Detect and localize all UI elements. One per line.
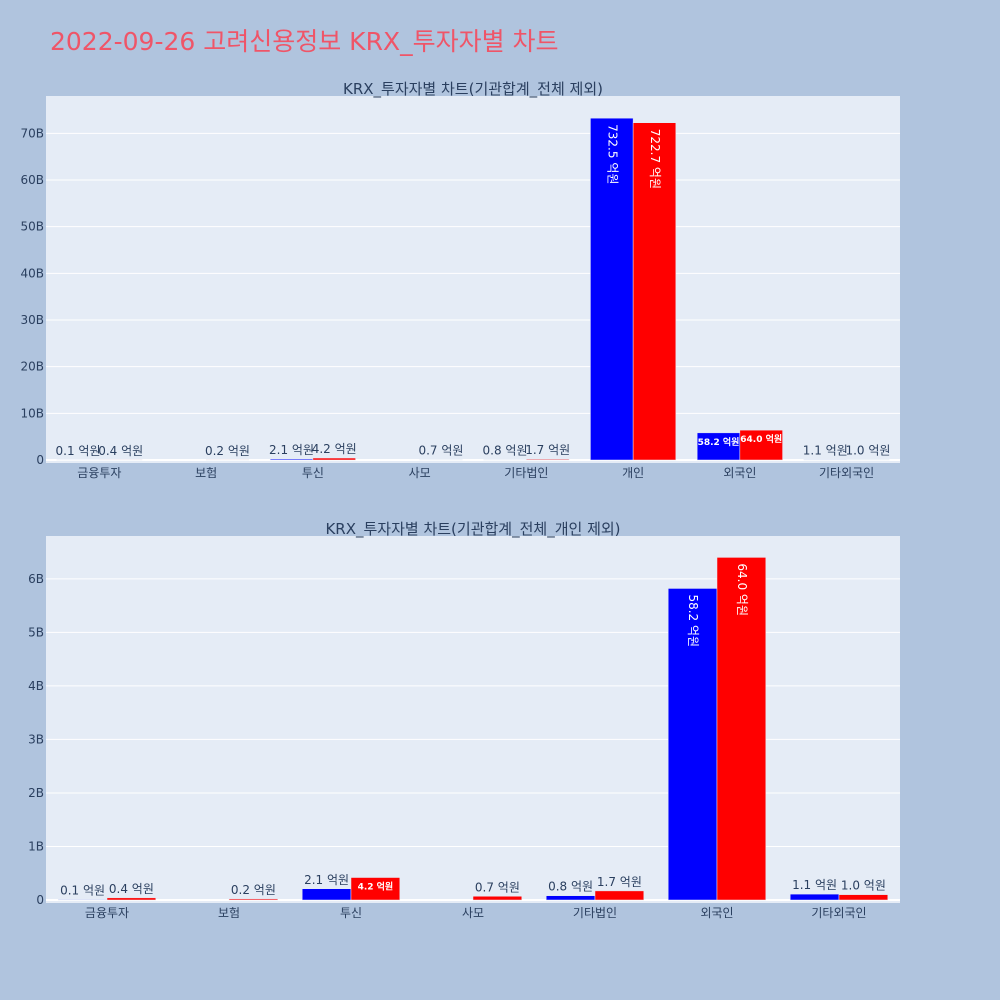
plot-background <box>46 96 900 463</box>
y-tick-label: 30B <box>20 313 44 327</box>
y-tick-label: 4B <box>28 679 44 693</box>
data-label: 0.8 억원 <box>548 880 593 894</box>
data-label: 0.7 억원 <box>475 880 520 894</box>
x-tick-label: 기타법인 <box>504 466 548 480</box>
data-label: 1.1 억원 <box>803 443 848 457</box>
bar <box>106 897 157 901</box>
data-label: 0.1 억원 <box>60 883 105 897</box>
data-label: 0.4 억원 <box>109 882 154 896</box>
bar <box>57 899 108 901</box>
x-tick-label: 기타외국인 <box>811 906 866 920</box>
y-tick-label: 5B <box>28 625 44 639</box>
bar <box>526 458 570 461</box>
y-tick-label: 10B <box>20 406 44 420</box>
data-label: 1.0 억원 <box>845 444 890 458</box>
x-tick-label: 외국인 <box>700 906 733 920</box>
x-tick-label: 투신 <box>302 466 324 480</box>
y-tick-label: 2B <box>28 786 44 800</box>
x-tick-label: 사모 <box>409 466 431 480</box>
page-title: 2022-09-26 고려신용정보 KRX_투자자별 차트 <box>50 27 559 56</box>
data-label: 1.7 억원 <box>525 443 570 457</box>
chart-bottom: KRX_투자자별 차트(기관합계_전체_개인 제외) 0 1B 2B 3B 4B 5B 6B 금… <box>28 520 900 920</box>
bar <box>838 894 889 901</box>
bar <box>312 457 356 461</box>
data-label: 0.2 억원 <box>205 444 250 458</box>
y-tick-label: 50B <box>20 220 44 234</box>
x-tick-label: 외국인 <box>723 466 756 480</box>
data-label: 0.7 억원 <box>418 444 463 458</box>
data-label: 732.5 억원 <box>605 124 619 184</box>
data-label: 1.7 억원 <box>597 875 642 889</box>
y-tick-label: 0 <box>36 893 44 907</box>
bar <box>632 122 677 461</box>
data-label: 64.0 억원 <box>740 433 782 445</box>
data-label: 2.1 억원 <box>304 873 349 887</box>
bar <box>545 895 596 901</box>
y-tick-label: 0 <box>36 453 44 467</box>
y-tick-label: 6B <box>28 572 44 586</box>
data-label: 58.2 억원 <box>698 436 740 448</box>
data-label: 2.1 억원 <box>269 443 314 457</box>
x-tick-label: 개인 <box>622 466 644 480</box>
data-label: 4.2 억원 <box>358 881 394 893</box>
bar <box>803 459 847 461</box>
x-tick-label: 보험 <box>195 466 217 480</box>
x-tick-label: 사모 <box>462 906 484 920</box>
chart-top: KRX_투자자별 차트(기관합계_전체 제외) 0 10B 20B 30B 40B 50B 6… <box>20 80 900 480</box>
bar <box>301 888 352 901</box>
y-tick-label: 20B <box>20 360 44 374</box>
plot-background <box>46 536 900 903</box>
data-label: 1.0 억원 <box>841 879 886 893</box>
chart-title: KRX_투자자별 차트(기관합계_전체_개인 제외) <box>325 520 620 539</box>
x-tick-label: 보험 <box>218 906 240 920</box>
y-tick-label: 40B <box>20 266 44 280</box>
data-label: 0.1 억원 <box>56 444 101 458</box>
x-tick-label: 기타법인 <box>573 906 617 920</box>
data-label: 0.4 억원 <box>98 444 143 458</box>
data-label: 0.2 억원 <box>231 883 276 897</box>
chart-title: KRX_투자자별 차트(기관합계_전체 제외) <box>343 80 603 99</box>
bar <box>789 893 840 901</box>
bar <box>269 458 314 461</box>
bar <box>472 896 523 901</box>
y-tick-label: 3B <box>28 732 44 746</box>
bar <box>667 588 718 901</box>
data-label: 722.7 억원 <box>648 129 662 189</box>
bar <box>228 898 279 901</box>
x-tick-label: 금융투자 <box>77 466 121 480</box>
y-tick-label: 1B <box>28 839 44 853</box>
bar <box>739 429 783 461</box>
bar <box>350 877 401 901</box>
bar <box>594 890 645 901</box>
x-tick-label: 금융투자 <box>85 906 129 920</box>
y-tick-label: 70B <box>20 126 44 140</box>
data-label: 58.2 억원 <box>686 594 700 647</box>
y-tick-label: 60B <box>20 173 44 187</box>
x-tick-label: 투신 <box>340 906 362 920</box>
data-label: 1.1 억원 <box>792 878 837 892</box>
bar <box>716 557 767 901</box>
data-label: 4.2 억원 <box>312 442 357 456</box>
data-label: 0.8 억원 <box>483 444 528 458</box>
data-label: 64.0 억원 <box>735 563 749 616</box>
x-tick-label: 기타외국인 <box>819 466 874 480</box>
